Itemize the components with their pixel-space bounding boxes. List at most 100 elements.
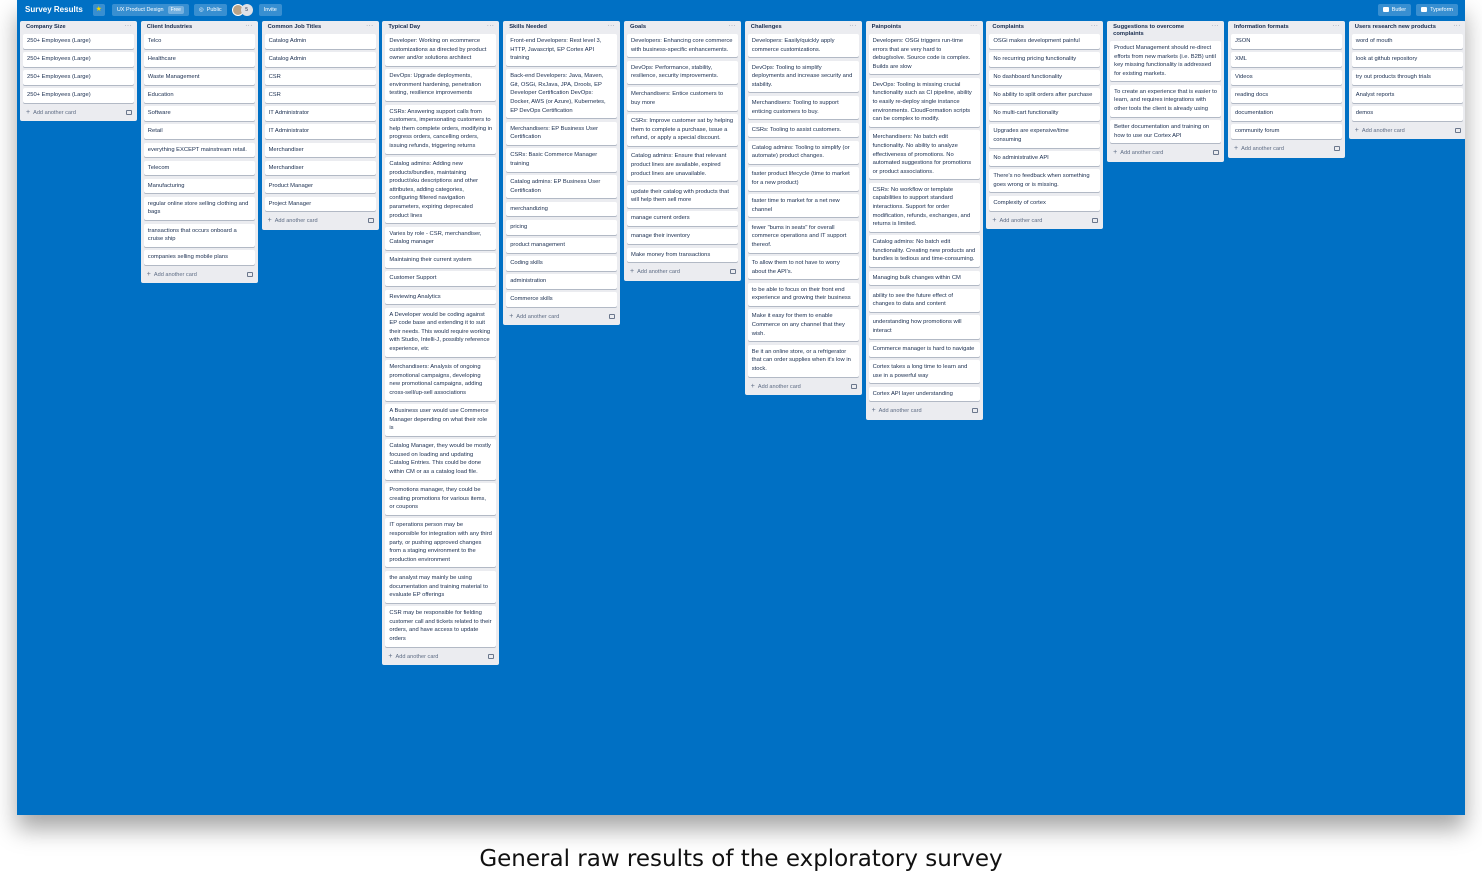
card[interactable]: No dashboard functionality — [989, 70, 1101, 85]
card[interactable]: Merchandisers: Analysis of ongoing promo… — [385, 360, 497, 401]
list-menu-icon[interactable]: ··· — [970, 23, 978, 29]
card-template-icon[interactable] — [1454, 127, 1461, 133]
card[interactable]: reading docs — [1230, 88, 1342, 103]
list-menu-icon[interactable]: ··· — [245, 23, 253, 29]
card-template-icon[interactable] — [1092, 217, 1099, 223]
list-menu-icon[interactable]: ··· — [607, 23, 616, 29]
card[interactable]: CSRs: Answering support calls from custo… — [385, 104, 497, 154]
card[interactable]: DevOps: Tooling to simplify deployments … — [747, 60, 859, 93]
add-card-button[interactable]: + Add another card — [869, 405, 980, 417]
card[interactable]: try out products through trials — [1351, 70, 1463, 85]
card[interactable]: pricing — [506, 219, 618, 235]
add-card-button[interactable]: + Add another card — [1231, 143, 1342, 155]
card[interactable]: Developers: Easily/quickly apply commerc… — [747, 34, 859, 58]
card[interactable]: Education — [143, 88, 255, 103]
card-template-icon[interactable] — [609, 313, 616, 319]
card[interactable]: companies selling mobile plans — [143, 250, 255, 265]
card[interactable]: manage current orders — [626, 211, 738, 226]
card[interactable]: Catalog Manager, they would be mostly fo… — [385, 439, 497, 480]
list-header[interactable]: Goals ··· — [627, 21, 738, 34]
add-card-button[interactable]: + Add another card — [23, 106, 134, 118]
card[interactable]: Telecom — [143, 160, 255, 176]
typeform-button[interactable]: Typeform — [1416, 3, 1458, 16]
card[interactable]: Cortex takes a long time to learn and us… — [868, 360, 980, 384]
card[interactable]: Merchandisers: Entice customers to buy m… — [626, 87, 738, 111]
card[interactable]: faster product lifecycle (time to market… — [747, 167, 859, 191]
card[interactable]: Better documentation and training on how… — [1110, 120, 1222, 144]
card[interactable]: the analyst may mainly be using document… — [385, 570, 497, 603]
list-header[interactable]: Users research new products ··· — [1352, 21, 1463, 34]
list-title[interactable]: Company Size — [26, 24, 66, 30]
card[interactable]: understanding how promotions will intera… — [868, 315, 980, 339]
list-menu-icon[interactable]: ··· — [486, 23, 495, 29]
card[interactable]: No recurring pricing functionality — [989, 52, 1101, 67]
add-card-button[interactable]: + Add another card — [1352, 124, 1463, 136]
card[interactable]: Make it easy for them to enable Commerce… — [747, 309, 859, 342]
add-card-button[interactable]: + Add another card — [627, 266, 738, 278]
card[interactable]: To create an experience that is easier t… — [1110, 84, 1222, 117]
list-menu-icon[interactable]: ··· — [849, 23, 857, 29]
card[interactable]: CSR — [264, 70, 376, 85]
card[interactable]: Varies by role - CSR, merchandiser, Cata… — [385, 226, 497, 250]
card[interactable]: 250+ Employees (Large) — [23, 88, 134, 103]
card[interactable]: Merchandisers: Tooling to support entici… — [747, 95, 859, 120]
card[interactable]: Catalog Admin — [264, 52, 376, 67]
card-template-icon[interactable] — [246, 271, 253, 277]
card[interactable]: Developers: Enhancing core commerce with… — [626, 34, 738, 58]
workspace-button[interactable]: UX Product Design Free — [111, 3, 189, 16]
list-header[interactable]: Client Industries ··· — [144, 21, 255, 34]
card[interactable]: Catalog Admin — [264, 34, 376, 49]
card[interactable]: No multi-cart functionality — [989, 106, 1101, 121]
list-header[interactable]: Common Job Titles ··· — [265, 21, 376, 34]
butler-button[interactable]: Butler — [1377, 3, 1412, 16]
card[interactable]: Upgrades are expensive/time consuming — [989, 124, 1101, 148]
card[interactable]: Project Manager — [264, 196, 376, 212]
card[interactable]: update their catalog with products that … — [626, 184, 738, 208]
board-title[interactable]: Survey Results — [25, 5, 83, 14]
card[interactable]: XML — [1230, 52, 1342, 67]
card[interactable]: 250+ Employees (Large) — [23, 34, 134, 49]
card[interactable]: Cortex API layer understanding — [868, 386, 980, 402]
card[interactable]: CSRs: No workflow or template capabiliti… — [868, 182, 980, 232]
card[interactable]: manage their inventory — [626, 229, 738, 244]
list-header[interactable]: Information formats ··· — [1231, 21, 1342, 34]
list-title[interactable]: Goals — [629, 24, 647, 30]
invite-button[interactable]: Invite — [258, 3, 282, 16]
card[interactable]: To allow them to not have to worry about… — [747, 256, 859, 280]
star-icon[interactable]: ★ — [92, 3, 105, 16]
list-title[interactable]: Client Industries — [146, 24, 193, 30]
card[interactable]: Reviewing Analytics — [385, 289, 497, 305]
card[interactable]: Customer Support — [385, 271, 497, 287]
card[interactable]: No ability to split orders after purchas… — [989, 88, 1101, 103]
card[interactable]: ability to see the future effect of chan… — [868, 288, 980, 312]
card[interactable]: Retail — [143, 124, 255, 140]
card[interactable]: fewer "bums in seats" for overall commer… — [747, 220, 859, 253]
card[interactable]: transactions that occurs onboard a cruis… — [143, 223, 255, 247]
card[interactable]: Telco — [143, 34, 255, 49]
card[interactable]: look at github repository — [1351, 52, 1463, 67]
list-menu-icon[interactable]: ··· — [1332, 23, 1340, 29]
card[interactable]: DevOps: Tooling is missing crucial funct… — [868, 77, 980, 127]
card-template-icon[interactable] — [971, 408, 978, 414]
card[interactable]: to be able to focus on their front end e… — [747, 282, 859, 306]
card[interactable]: Product Management should re-direct effo… — [1110, 41, 1222, 82]
card-template-icon[interactable] — [1213, 150, 1220, 156]
card[interactable]: IT operations person may be responsible … — [385, 518, 497, 568]
card[interactable]: Software — [143, 106, 255, 121]
card[interactable]: Merchandisers: EP Business User Certific… — [506, 121, 618, 145]
card[interactable]: Coding skills — [506, 256, 618, 271]
card[interactable]: Be it an online store, or a refrigerator… — [747, 344, 859, 377]
list-header[interactable]: Painpoints ··· — [869, 21, 980, 34]
list-title[interactable]: Common Job Titles — [267, 24, 322, 30]
card[interactable]: Maintaining their current system — [385, 253, 497, 268]
card[interactable]: Developers: OSGi triggers run-time error… — [868, 34, 980, 75]
card[interactable]: Developer: Working on ecommerce customiz… — [385, 34, 497, 66]
card[interactable]: CSR — [264, 88, 376, 103]
list-menu-icon[interactable]: ··· — [1090, 23, 1099, 29]
card[interactable]: A Business user would use Commerce Manag… — [385, 404, 497, 436]
add-card-button[interactable]: + Add another card — [385, 650, 496, 662]
card[interactable]: community forum — [1230, 124, 1342, 140]
card[interactable]: Videos — [1230, 70, 1342, 85]
card[interactable]: demos — [1351, 106, 1463, 121]
add-card-button[interactable]: + Add another card — [748, 380, 859, 392]
